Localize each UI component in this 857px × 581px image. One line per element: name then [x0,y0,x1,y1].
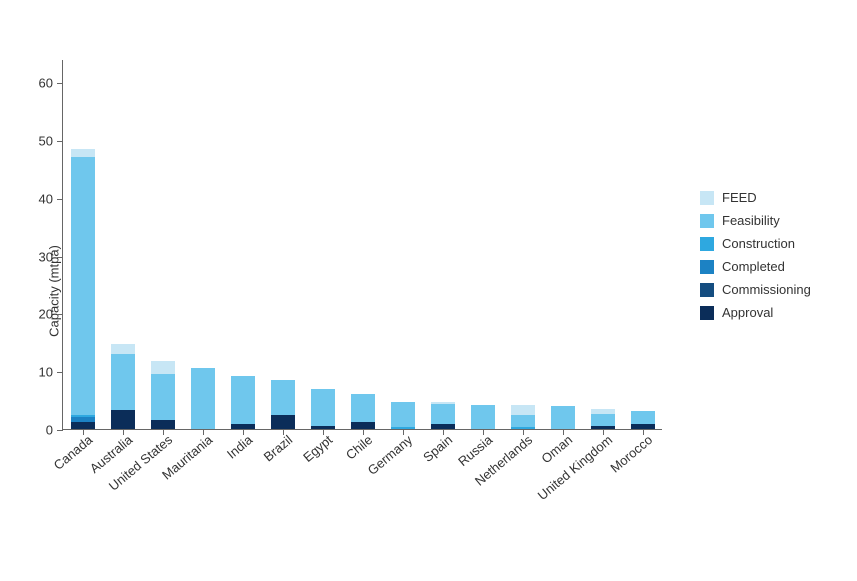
bar-segment [391,402,416,427]
legend-item-completed: Completed [700,259,811,274]
bar-segment [71,149,96,158]
bar-segment [311,389,336,425]
legend-swatch [700,237,714,251]
y-tick-label: 0 [46,423,63,438]
plot-area: 0102030405060CanadaAustraliaUnited State… [62,60,662,430]
bar-segment [71,417,96,422]
x-tick [523,429,524,435]
x-label: Brazil [261,432,296,464]
y-tick-label: 10 [39,365,63,380]
legend-swatch [700,306,714,320]
bar-segment [111,354,136,410]
bar-segment [591,414,616,426]
x-tick [163,429,164,435]
bar-segment [71,422,96,429]
y-tick-label: 20 [39,307,63,322]
legend-item-feasibility: Feasibility [700,213,811,228]
legend-label: Feasibility [722,213,780,228]
x-tick [443,429,444,435]
x-label: Chile [343,432,375,463]
bar-segment [151,420,176,429]
bar-segment [511,415,536,428]
legend: FEED Feasibility Construction Completed Comm… [700,190,811,328]
bar-segment [631,411,656,425]
bar-segment [351,422,376,429]
x-tick [563,429,564,435]
legend-item-feed: FEED [700,190,811,205]
y-tick-label: 60 [39,76,63,91]
legend-item-construction: Construction [700,236,811,251]
x-tick [323,429,324,435]
legend-item-approval: Approval [700,305,811,320]
bar-segment [111,344,136,354]
x-tick [643,429,644,435]
x-tick [123,429,124,435]
y-tick-label: 50 [39,133,63,148]
y-tick-label: 30 [39,249,63,264]
legend-label: Completed [722,259,785,274]
bar-segment [151,374,176,420]
legend-swatch [700,260,714,274]
x-tick [83,429,84,435]
legend-swatch [700,283,714,297]
x-tick [403,429,404,435]
bar-segment [351,394,376,422]
bar-segment [551,406,576,429]
bar-segment [431,402,456,404]
x-tick [203,429,204,435]
x-label: Spain [420,432,455,465]
bar-segment [431,404,456,424]
capacity-by-country-chart: Capacity (mtpa) 0102030405060CanadaAustr… [0,0,857,581]
legend-label: Approval [722,305,773,320]
x-label: Morocco [607,432,655,476]
legend-label: FEED [722,190,757,205]
bar-segment [151,361,176,374]
bar-segment [471,405,496,429]
x-tick [363,429,364,435]
bar-segment [111,410,136,429]
x-tick [483,429,484,435]
legend-label: Commissioning [722,282,811,297]
x-tick [603,429,604,435]
legend-item-commissioning: Commissioning [700,282,811,297]
bar-segment [71,415,96,418]
legend-label: Construction [722,236,795,251]
legend-swatch [700,214,714,228]
y-tick-label: 40 [39,191,63,206]
x-tick [243,429,244,435]
bar-segment [591,409,616,414]
bar-segment [271,415,296,429]
bar-segment [71,157,96,414]
bar-segment [231,376,256,425]
x-label: India [224,432,255,462]
legend-swatch [700,191,714,205]
bar-segment [271,380,296,415]
x-tick [283,429,284,435]
bar-segment [511,405,536,414]
bar-segment [191,368,216,429]
x-label: Egypt [300,432,335,465]
